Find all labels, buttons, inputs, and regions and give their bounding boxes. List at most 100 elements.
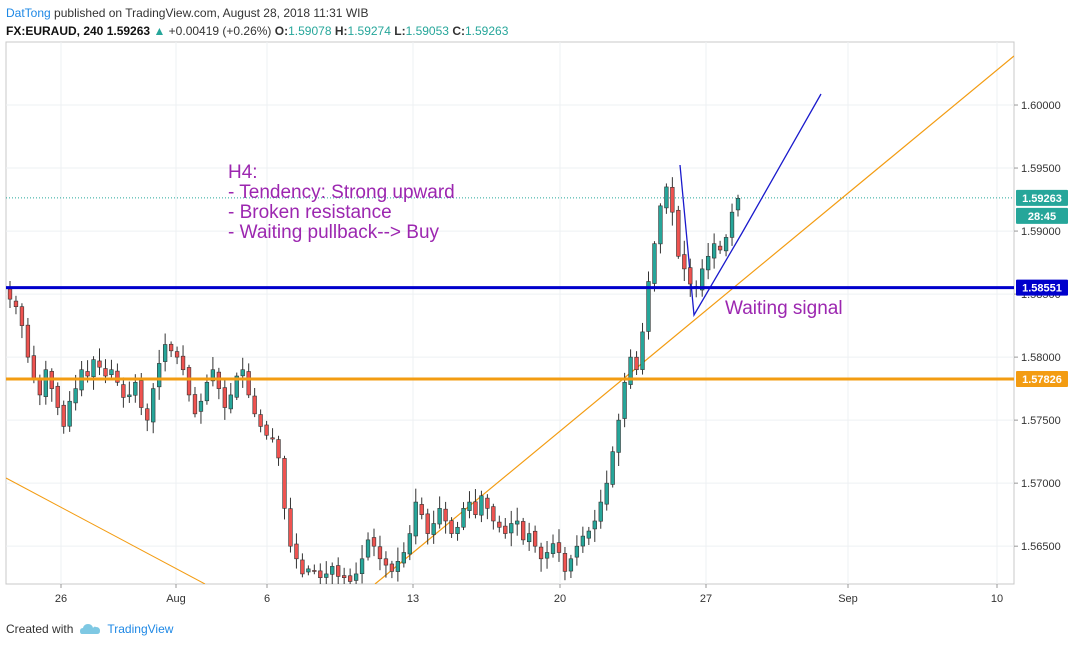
candle[interactable] — [61, 400, 66, 434]
candle[interactable] — [640, 322, 645, 375]
candle[interactable] — [270, 428, 275, 443]
candle[interactable] — [646, 271, 651, 340]
candle[interactable] — [192, 386, 198, 418]
candle[interactable] — [622, 372, 627, 428]
candle[interactable] — [473, 489, 478, 519]
candle[interactable] — [532, 525, 538, 553]
candle[interactable] — [359, 545, 365, 584]
candle[interactable] — [294, 533, 299, 569]
candle[interactable] — [180, 345, 186, 376]
orange-downtrend-line[interactable] — [6, 477, 206, 584]
candle[interactable] — [91, 356, 96, 390]
candle[interactable] — [109, 359, 114, 379]
blue-projection-line[interactable] — [679, 93, 822, 318]
candle[interactable] — [413, 488, 418, 545]
candle[interactable] — [264, 420, 269, 440]
candle[interactable] — [198, 393, 204, 424]
candle[interactable] — [652, 241, 657, 292]
candle[interactable] — [544, 541, 550, 569]
candle[interactable] — [210, 357, 216, 387]
candle[interactable] — [717, 240, 723, 254]
candle[interactable] — [288, 497, 293, 553]
candle[interactable] — [461, 502, 466, 531]
candle[interactable] — [73, 374, 78, 411]
candle[interactable] — [407, 525, 412, 561]
candle[interactable] — [670, 177, 675, 226]
candle[interactable] — [437, 496, 442, 529]
candle[interactable] — [395, 547, 401, 582]
candle[interactable] — [616, 413, 621, 467]
candle[interactable] — [711, 233, 717, 269]
candle[interactable] — [300, 553, 305, 578]
candle[interactable] — [13, 295, 19, 315]
candle[interactable] — [347, 568, 353, 590]
tradingview-link[interactable]: TradingView — [107, 622, 174, 636]
candle[interactable] — [324, 561, 329, 586]
candle[interactable] — [526, 522, 532, 551]
candle[interactable] — [97, 348, 102, 376]
candle[interactable] — [503, 518, 508, 539]
candle[interactable] — [389, 560, 395, 579]
candle[interactable] — [371, 528, 377, 557]
candle[interactable] — [485, 494, 490, 520]
candle[interactable] — [312, 564, 317, 575]
candle[interactable] — [598, 489, 603, 529]
candle[interactable] — [115, 363, 120, 386]
candle[interactable] — [628, 349, 633, 389]
candle[interactable] — [234, 372, 239, 401]
candle[interactable] — [688, 258, 693, 297]
candle[interactable] — [467, 491, 472, 519]
candle[interactable] — [729, 203, 735, 246]
candle[interactable] — [186, 364, 192, 402]
candle[interactable] — [318, 563, 323, 584]
candle[interactable] — [145, 403, 150, 432]
candle[interactable] — [342, 567, 347, 591]
candle[interactable] — [568, 554, 574, 579]
candle[interactable] — [443, 501, 448, 534]
candle[interactable] — [550, 534, 556, 558]
candle[interactable] — [365, 532, 371, 561]
candle[interactable] — [610, 446, 615, 488]
plot-area[interactable] — [5, 41, 1015, 585]
candle[interactable] — [658, 203, 663, 254]
candle[interactable] — [168, 341, 174, 358]
candle[interactable] — [419, 497, 424, 520]
author-link[interactable]: DatTong — [6, 6, 51, 20]
candle[interactable] — [19, 303, 25, 339]
candle[interactable] — [723, 234, 729, 257]
candle[interactable] — [735, 194, 741, 217]
candle[interactable] — [586, 526, 591, 545]
candle[interactable] — [330, 562, 335, 587]
candle[interactable] — [276, 435, 281, 466]
candle[interactable] — [479, 490, 484, 523]
candle[interactable] — [127, 381, 132, 403]
candle[interactable] — [401, 542, 406, 568]
candle[interactable] — [336, 557, 341, 589]
candle[interactable] — [246, 363, 251, 399]
candle[interactable] — [151, 383, 156, 434]
candle[interactable] — [377, 535, 383, 571]
candle[interactable] — [562, 546, 568, 581]
candle[interactable] — [682, 240, 687, 282]
candle[interactable] — [228, 382, 233, 414]
candle[interactable] — [121, 377, 126, 408]
candle[interactable] — [258, 409, 263, 433]
candle[interactable] — [306, 565, 311, 576]
candle[interactable] — [449, 517, 454, 538]
candle[interactable] — [43, 360, 48, 405]
candle[interactable] — [580, 526, 586, 553]
candle[interactable] — [497, 515, 502, 533]
candle[interactable] — [664, 183, 669, 214]
candle[interactable] — [162, 333, 168, 372]
candle[interactable] — [425, 508, 430, 545]
candle[interactable] — [676, 205, 681, 259]
candle[interactable] — [383, 551, 389, 578]
candle[interactable] — [556, 529, 562, 562]
candle[interactable] — [282, 455, 287, 520]
candle[interactable] — [174, 346, 180, 365]
candle[interactable] — [491, 503, 496, 530]
candle[interactable] — [706, 242, 711, 280]
candle[interactable] — [55, 382, 60, 416]
candle[interactable] — [431, 510, 436, 544]
